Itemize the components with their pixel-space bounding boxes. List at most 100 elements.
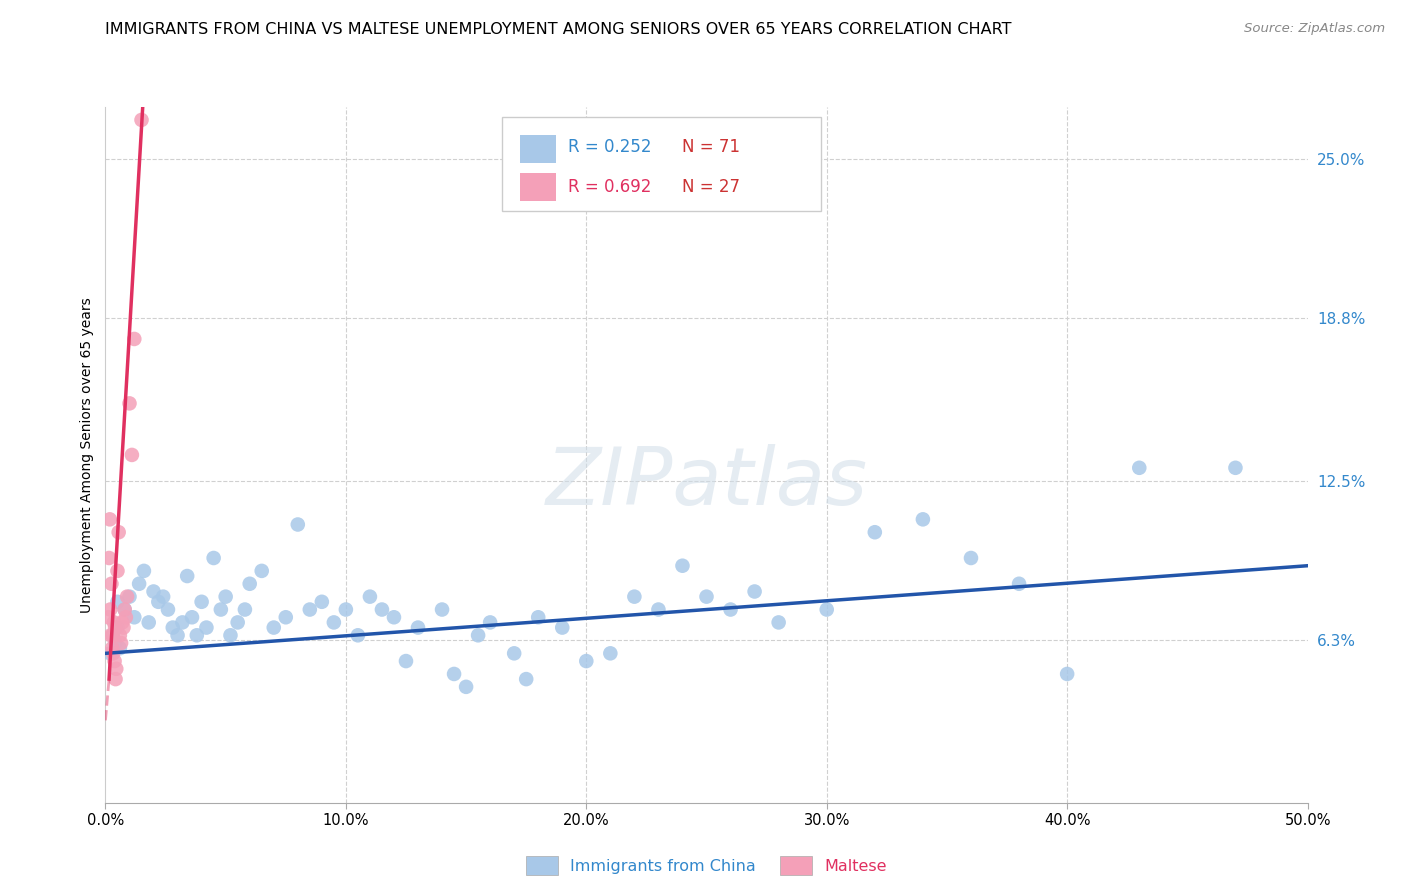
Point [515, 672, 537, 686]
Point [815, 602, 838, 616]
Point [112, 621, 135, 635]
Point [479, 615, 502, 630]
Point [101, 628, 124, 642]
Point [97, 610, 120, 624]
Point [274, 610, 297, 624]
Point [226, 615, 249, 630]
Point [104, 636, 127, 650]
Point [108, 641, 131, 656]
Point [190, 595, 212, 609]
Point [103, 654, 125, 668]
Point [863, 525, 886, 540]
Point [527, 610, 550, 624]
FancyBboxPatch shape [520, 173, 557, 201]
Point [443, 667, 465, 681]
Point [111, 615, 134, 630]
Point [233, 602, 256, 616]
Point [103, 615, 125, 630]
Point [382, 610, 405, 624]
Point [128, 576, 150, 591]
Point [107, 525, 129, 540]
Point [1128, 460, 1150, 475]
Point [176, 569, 198, 583]
Point [115, 610, 138, 624]
Point [202, 551, 225, 566]
Point [371, 602, 394, 616]
Point [960, 551, 983, 566]
Point [744, 584, 766, 599]
Point [214, 590, 236, 604]
Point [239, 576, 262, 591]
Point [263, 621, 285, 635]
Text: Source: ZipAtlas.com: Source: ZipAtlas.com [1244, 22, 1385, 36]
Point [131, 112, 153, 127]
Point [696, 590, 718, 604]
Point [100, 628, 122, 642]
Point [181, 610, 204, 624]
Point [118, 590, 141, 604]
Point [551, 621, 574, 635]
Point [114, 602, 136, 616]
Point [503, 646, 526, 660]
Point [108, 628, 131, 642]
Point [138, 615, 160, 630]
Point [110, 636, 132, 650]
Point [98, 551, 121, 566]
Point [287, 517, 309, 532]
Point [172, 615, 194, 630]
Point [107, 564, 129, 578]
Point [105, 662, 128, 676]
Point [195, 621, 218, 635]
Point [1056, 667, 1078, 681]
Point [104, 672, 127, 686]
Point [107, 621, 129, 635]
Point [671, 558, 693, 573]
Point [124, 610, 146, 624]
Point [1225, 460, 1247, 475]
Text: IMMIGRANTS FROM CHINA VS MALTESE UNEMPLOYMENT AMONG SENIORS OVER 65 YEARS CORREL: IMMIGRANTS FROM CHINA VS MALTESE UNEMPLO… [105, 22, 1012, 37]
Point [768, 615, 790, 630]
Point [575, 654, 598, 668]
FancyBboxPatch shape [502, 118, 821, 211]
Point [101, 646, 124, 660]
Point [359, 590, 381, 604]
Point [98, 512, 121, 526]
Point [647, 602, 669, 616]
Point [166, 628, 188, 642]
Point [347, 628, 370, 642]
Point [395, 654, 418, 668]
Point [148, 595, 170, 609]
Point [599, 646, 621, 660]
Point [98, 602, 121, 616]
Point [1008, 576, 1031, 591]
Point [335, 602, 357, 616]
Point [101, 628, 124, 642]
Point [298, 602, 321, 616]
Point [209, 602, 232, 616]
Point [454, 680, 477, 694]
Point [911, 512, 934, 526]
Point [100, 576, 122, 591]
Y-axis label: Unemployment Among Seniors over 65 years: Unemployment Among Seniors over 65 years [80, 297, 94, 613]
Text: R = 0.692: R = 0.692 [568, 178, 651, 196]
Point [720, 602, 742, 616]
Point [623, 590, 645, 604]
Point [121, 448, 143, 462]
FancyBboxPatch shape [520, 135, 557, 162]
Point [114, 602, 136, 616]
Point [467, 628, 489, 642]
Point [107, 595, 129, 609]
Point [118, 396, 141, 410]
Text: ZIPatlas: ZIPatlas [546, 443, 868, 522]
Point [98, 646, 121, 660]
Text: R = 0.252: R = 0.252 [568, 138, 652, 156]
Point [406, 621, 429, 635]
Point [156, 602, 179, 616]
Point [101, 641, 124, 656]
Point [115, 590, 138, 604]
Text: N = 71: N = 71 [682, 138, 741, 156]
Legend: Immigrants from China, Maltese: Immigrants from China, Maltese [526, 856, 887, 875]
Point [430, 602, 453, 616]
Point [142, 584, 165, 599]
Point [186, 628, 208, 642]
